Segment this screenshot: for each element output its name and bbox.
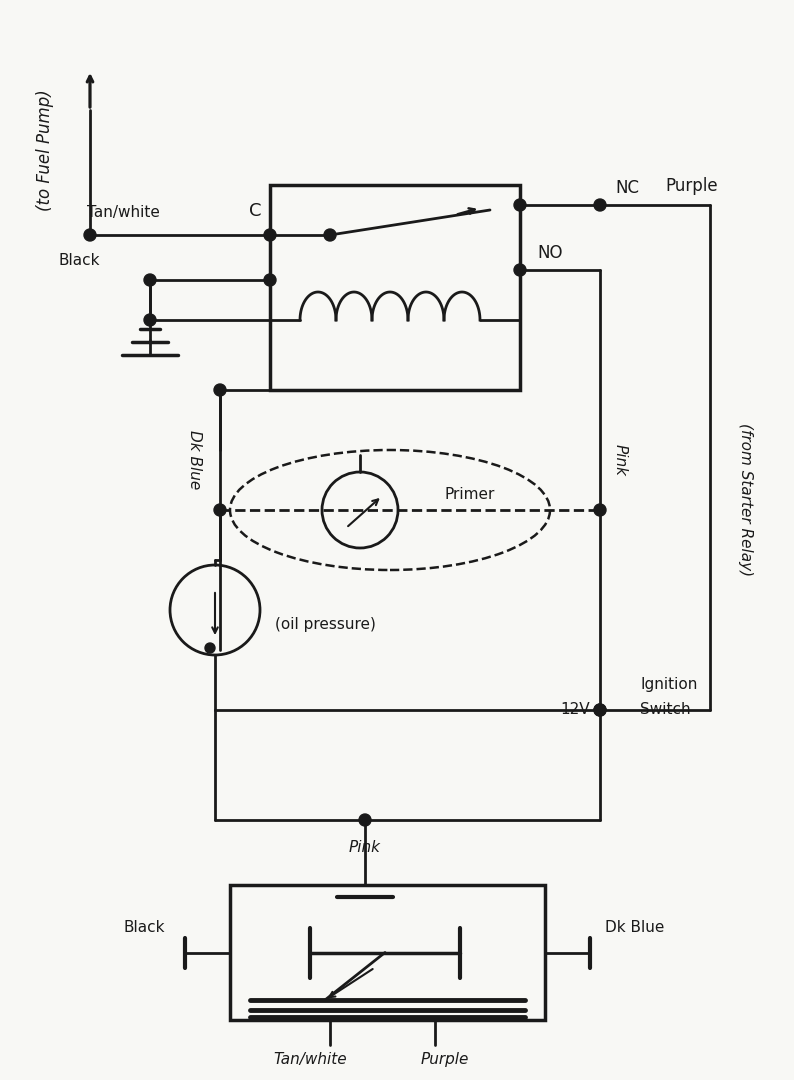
Circle shape bbox=[514, 199, 526, 211]
Circle shape bbox=[594, 704, 606, 716]
Text: Primer: Primer bbox=[445, 487, 495, 502]
Text: Pink: Pink bbox=[349, 840, 381, 855]
Circle shape bbox=[514, 264, 526, 276]
Bar bbox=[270, 185, 520, 390]
Text: NC: NC bbox=[615, 179, 639, 197]
Circle shape bbox=[359, 814, 371, 826]
Circle shape bbox=[324, 229, 336, 241]
Text: Pink: Pink bbox=[612, 444, 627, 476]
Circle shape bbox=[205, 643, 215, 653]
Bar bbox=[230, 885, 545, 1020]
Text: Tan/white: Tan/white bbox=[273, 1052, 347, 1067]
Text: Switch: Switch bbox=[640, 702, 691, 717]
Circle shape bbox=[214, 384, 226, 396]
Text: (from Starter Relay): (from Starter Relay) bbox=[738, 423, 753, 577]
Text: Black: Black bbox=[59, 253, 100, 268]
Circle shape bbox=[594, 704, 606, 716]
Circle shape bbox=[264, 229, 276, 241]
Circle shape bbox=[264, 274, 276, 286]
Text: 12V: 12V bbox=[561, 702, 590, 717]
Text: Purple: Purple bbox=[665, 177, 718, 195]
Text: NO: NO bbox=[537, 244, 562, 262]
Text: Ignition: Ignition bbox=[640, 677, 697, 692]
Text: (oil pressure): (oil pressure) bbox=[275, 618, 376, 633]
Circle shape bbox=[84, 229, 96, 241]
Circle shape bbox=[594, 504, 606, 516]
Circle shape bbox=[144, 274, 156, 286]
Circle shape bbox=[214, 504, 226, 516]
Text: Purple: Purple bbox=[421, 1052, 469, 1067]
Text: Dk Blue: Dk Blue bbox=[605, 919, 665, 934]
Circle shape bbox=[594, 199, 606, 211]
Text: Dk Blue: Dk Blue bbox=[187, 430, 202, 489]
Text: Tan/white: Tan/white bbox=[87, 205, 160, 220]
Text: (to Fuel Pump): (to Fuel Pump) bbox=[36, 90, 54, 211]
Text: C: C bbox=[249, 202, 261, 220]
Circle shape bbox=[144, 314, 156, 326]
Text: Black: Black bbox=[124, 919, 165, 934]
